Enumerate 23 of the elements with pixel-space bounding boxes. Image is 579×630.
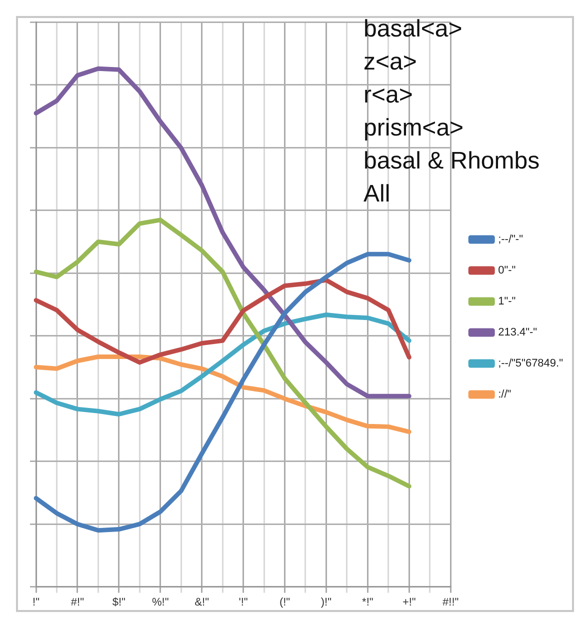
- legend-label: ;--/"-": [498, 234, 524, 246]
- annotation: z<a>: [364, 48, 417, 76]
- x-tick-label: &!": [194, 596, 210, 608]
- annotation: All: [364, 180, 390, 208]
- x-tick-label: *!": [362, 596, 374, 608]
- legend-label: ://": [498, 388, 512, 401]
- x-tick-label: (!": [279, 596, 290, 608]
- x-tick-label: #!": [70, 596, 84, 608]
- x-tick-label: %!": [152, 596, 169, 608]
- legend-label: 1"-": [498, 296, 516, 308]
- x-tick-label: #!!": [442, 596, 459, 608]
- text: basal<a>: [364, 16, 462, 43]
- annotation: prism<a>: [364, 114, 464, 142]
- x-tick-label: )!": [320, 596, 332, 608]
- x-tick-label: $!": [112, 596, 126, 608]
- x-tick-label: +!": [402, 596, 416, 608]
- legend-label: 213.4"-": [498, 326, 538, 339]
- x-tick-label: !": [32, 596, 40, 608]
- legend-label: ;--/"5"67849.": [498, 358, 564, 370]
- annotation: r<a>: [364, 82, 413, 109]
- x-tick-label: '!": [238, 596, 248, 608]
- annotation: basal & Rhombs: [364, 148, 540, 175]
- legend-label: 0"-": [498, 264, 516, 277]
